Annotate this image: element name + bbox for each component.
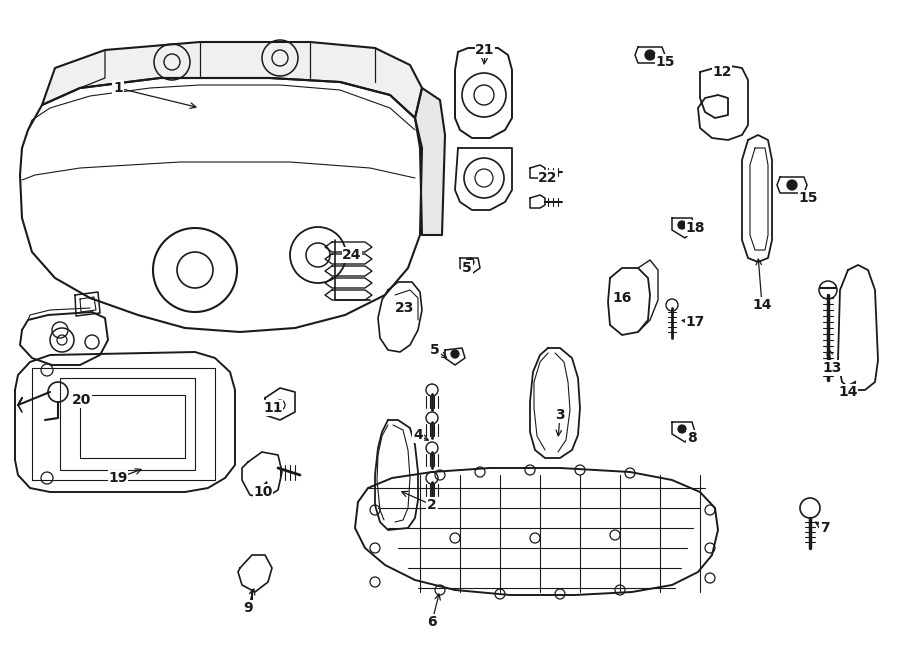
Text: 8: 8 (687, 431, 697, 445)
Polygon shape (698, 65, 748, 140)
Text: 5: 5 (462, 261, 472, 275)
Polygon shape (455, 48, 512, 138)
Polygon shape (325, 290, 372, 300)
Polygon shape (20, 78, 422, 332)
Polygon shape (355, 468, 718, 595)
Text: 7: 7 (820, 521, 830, 535)
Polygon shape (238, 555, 272, 592)
Polygon shape (530, 165, 545, 178)
Polygon shape (325, 278, 372, 288)
Polygon shape (635, 47, 665, 63)
Text: 15: 15 (798, 191, 818, 205)
Text: 14: 14 (838, 385, 858, 399)
Circle shape (466, 258, 474, 266)
Polygon shape (672, 218, 695, 238)
Text: 19: 19 (108, 471, 128, 485)
Text: 2: 2 (428, 498, 436, 512)
Polygon shape (445, 348, 465, 365)
Polygon shape (325, 254, 372, 264)
Circle shape (678, 221, 686, 229)
Text: 20: 20 (72, 393, 92, 407)
Text: 17: 17 (685, 315, 705, 329)
Text: 14: 14 (752, 298, 772, 312)
Circle shape (787, 180, 797, 190)
Polygon shape (742, 135, 772, 262)
Text: 16: 16 (612, 291, 632, 305)
Text: 6: 6 (428, 615, 436, 629)
Polygon shape (460, 258, 480, 275)
Text: 12: 12 (712, 65, 732, 79)
Polygon shape (455, 148, 512, 210)
Polygon shape (672, 422, 695, 442)
Text: 4: 4 (413, 428, 423, 442)
Circle shape (645, 50, 655, 60)
Text: 3: 3 (555, 408, 565, 422)
Polygon shape (20, 312, 108, 365)
Polygon shape (325, 266, 372, 276)
Text: 21: 21 (475, 43, 495, 57)
Text: 1: 1 (113, 81, 123, 95)
Polygon shape (608, 268, 650, 335)
Text: 9: 9 (243, 601, 253, 615)
Text: 23: 23 (395, 301, 415, 315)
Polygon shape (530, 195, 545, 208)
Polygon shape (15, 352, 235, 492)
Text: 13: 13 (823, 361, 842, 375)
Text: 18: 18 (685, 221, 705, 235)
Polygon shape (242, 452, 282, 498)
Text: 11: 11 (264, 401, 283, 415)
Polygon shape (375, 420, 418, 530)
Polygon shape (777, 177, 807, 193)
Polygon shape (415, 88, 445, 235)
Text: 24: 24 (342, 248, 362, 262)
Polygon shape (265, 388, 295, 420)
Circle shape (678, 425, 686, 433)
Polygon shape (530, 348, 580, 458)
Text: 10: 10 (253, 485, 273, 499)
Polygon shape (378, 282, 422, 352)
Polygon shape (838, 265, 878, 390)
Text: 22: 22 (538, 171, 558, 185)
Text: 15: 15 (655, 55, 675, 69)
Polygon shape (325, 242, 372, 252)
Polygon shape (42, 42, 422, 118)
Text: 5: 5 (430, 343, 440, 357)
Circle shape (451, 350, 459, 358)
Polygon shape (75, 292, 100, 316)
